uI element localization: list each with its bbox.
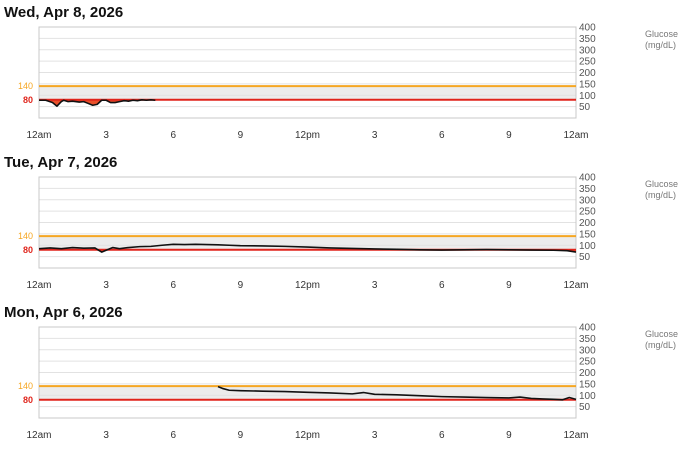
high-target-label: 140 bbox=[18, 81, 33, 91]
plot-frame bbox=[38, 326, 577, 419]
x-tick-label: 3 bbox=[103, 430, 109, 441]
x-tick-label: 3 bbox=[372, 430, 378, 441]
y-tick-label: 200 bbox=[579, 218, 596, 229]
x-tick-label: 12pm bbox=[295, 280, 320, 291]
x-tick-label: 6 bbox=[170, 430, 176, 441]
y-axis-label: (mg/dL) bbox=[645, 40, 676, 50]
x-tick-label: 9 bbox=[506, 280, 512, 291]
x-tick-label: 9 bbox=[506, 430, 512, 441]
x-tick-label: 3 bbox=[372, 280, 378, 291]
y-tick-label: 200 bbox=[579, 368, 596, 379]
y-axis-label: Glucose bbox=[645, 179, 678, 189]
x-tick-label: 9 bbox=[506, 130, 512, 141]
plot-frame bbox=[38, 176, 577, 269]
y-axis-label: Glucose bbox=[645, 29, 678, 39]
y-tick-label: 250 bbox=[579, 57, 596, 68]
x-tick-label: 6 bbox=[170, 130, 176, 141]
x-tick-label: 3 bbox=[372, 130, 378, 141]
y-tick-label: 350 bbox=[579, 34, 596, 45]
y-tick-label: 100 bbox=[579, 241, 596, 252]
y-tick-label: 250 bbox=[579, 207, 596, 218]
x-tick-label: 6 bbox=[439, 130, 445, 141]
y-tick-label: 300 bbox=[579, 345, 596, 356]
low-target-label: 80 bbox=[23, 95, 33, 105]
y-tick-label: 250 bbox=[579, 357, 596, 368]
target-range-band bbox=[39, 86, 576, 100]
x-tick-label: 9 bbox=[238, 280, 244, 291]
y-tick-label: 400 bbox=[579, 23, 596, 34]
x-tick-label: 12am bbox=[563, 430, 588, 441]
day-title: Mon, Apr 6, 2026 bbox=[4, 304, 123, 321]
y-tick-label: 150 bbox=[579, 379, 596, 390]
y-tick-label: 200 bbox=[579, 68, 596, 79]
y-tick-label: 400 bbox=[579, 173, 596, 184]
y-tick-label: 350 bbox=[579, 184, 596, 195]
glucose-trace-line bbox=[38, 243, 577, 253]
glucose-chart: 140 80 12am 3 6 9 12pm 3 6 9 12am 50100150200250300… bbox=[18, 323, 678, 442]
y-tick-label: 300 bbox=[579, 45, 596, 56]
y-tick-label: 50 bbox=[579, 252, 591, 263]
low-target-label: 80 bbox=[23, 395, 33, 405]
glucose-chart: 140 80 12am 3 6 9 12pm 3 6 9 12am 50100150200250300… bbox=[18, 23, 678, 142]
x-tick-label: 12am bbox=[563, 280, 588, 291]
x-tick-label: 12pm bbox=[295, 430, 320, 441]
y-tick-label: 100 bbox=[579, 91, 596, 102]
y-tick-label: 150 bbox=[579, 229, 596, 240]
y-tick-label: 100 bbox=[579, 391, 596, 402]
y-tick-label: 150 bbox=[579, 79, 596, 90]
plot-frame bbox=[38, 26, 577, 119]
x-tick-label: 12am bbox=[26, 130, 51, 141]
x-tick-label: 9 bbox=[238, 430, 244, 441]
day-panel-0: Wed, Apr 8, 2026 140 80 12am 3 6 9 12pm 3 6 9 12am… bbox=[0, 0, 690, 150]
y-tick-label: 300 bbox=[579, 195, 596, 206]
x-tick-label: 12pm bbox=[295, 130, 320, 141]
glucose-chart: 140 80 12am 3 6 9 12pm 3 6 9 12am 50100150200250300… bbox=[18, 173, 678, 292]
x-tick-label: 6 bbox=[439, 430, 445, 441]
low-target-label: 80 bbox=[23, 245, 33, 255]
high-target-label: 140 bbox=[18, 381, 33, 391]
high-target-label: 140 bbox=[18, 231, 33, 241]
x-tick-label: 12am bbox=[26, 430, 51, 441]
x-tick-label: 3 bbox=[103, 280, 109, 291]
y-axis-label: (mg/dL) bbox=[645, 340, 676, 350]
target-range-band bbox=[39, 236, 576, 250]
day-panel-2: Mon, Apr 6, 2026 140 80 12am 3 6 9 12pm 3 6 9 12am… bbox=[0, 300, 690, 450]
y-tick-label: 350 bbox=[579, 334, 596, 345]
x-tick-label: 6 bbox=[439, 280, 445, 291]
glucose-trace-line bbox=[39, 99, 156, 107]
y-tick-label: 50 bbox=[579, 102, 591, 113]
y-tick-label: 400 bbox=[579, 323, 596, 334]
x-tick-label: 12am bbox=[26, 280, 51, 291]
y-axis-label: (mg/dL) bbox=[645, 190, 676, 200]
day-title: Wed, Apr 8, 2026 bbox=[4, 4, 124, 21]
x-tick-label: 12am bbox=[563, 130, 588, 141]
y-axis-label: Glucose bbox=[645, 329, 678, 339]
day-title: Tue, Apr 7, 2026 bbox=[4, 154, 118, 171]
x-tick-label: 6 bbox=[170, 280, 176, 291]
x-tick-label: 3 bbox=[103, 130, 109, 141]
x-tick-label: 9 bbox=[238, 130, 244, 141]
y-tick-label: 50 bbox=[579, 402, 591, 413]
glucose-trace-line bbox=[217, 385, 577, 401]
day-panel-1: Tue, Apr 7, 2026 140 80 12am 3 6 9 12pm 3 6 9 12am… bbox=[0, 150, 690, 300]
